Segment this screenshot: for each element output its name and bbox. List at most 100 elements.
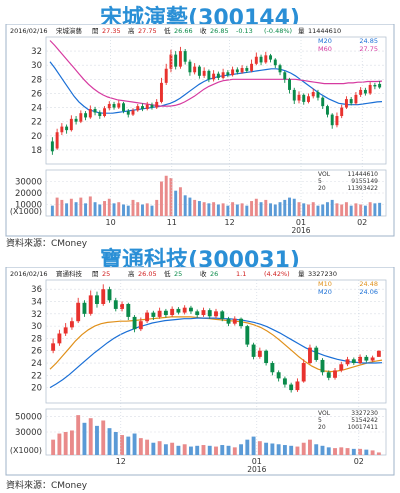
- volume-unit-label: (X1000): [10, 446, 42, 455]
- ma-legend-value: 24.06: [359, 288, 378, 296]
- candle-body: [259, 56, 263, 63]
- candle-body: [282, 378, 287, 385]
- candle-body: [84, 113, 88, 118]
- candle-body: [182, 307, 187, 313]
- month-label: 11: [167, 218, 177, 227]
- candle-body: [325, 106, 329, 115]
- vol-legend-value: 3327230: [351, 410, 378, 417]
- price-tick-label: 24: [31, 104, 42, 114]
- price-tick-label: 36: [31, 285, 42, 295]
- volume-bar: [325, 202, 329, 216]
- volume-bar: [197, 201, 201, 216]
- volume-bar: [150, 205, 154, 216]
- volume-bar: [176, 445, 181, 455]
- candle-body: [174, 54, 178, 67]
- volume-bar: [174, 190, 178, 216]
- candle-body: [150, 104, 154, 108]
- volume-bar: [221, 203, 225, 216]
- ma-legend-value: 27.75: [359, 45, 378, 53]
- info-high: 26.05: [138, 270, 157, 278]
- candle-body: [57, 333, 62, 344]
- candle-body: [88, 295, 93, 314]
- candle-body: [245, 68, 249, 71]
- info-name: 寶通科技: [56, 269, 83, 278]
- candle-body: [363, 89, 367, 94]
- price-tick-label: 30: [31, 322, 42, 332]
- candle-body: [163, 310, 168, 316]
- candle-body: [132, 316, 137, 330]
- candle-body: [207, 70, 211, 80]
- volume-bar: [101, 420, 106, 455]
- volume-bar: [131, 199, 135, 216]
- volume-bar: [170, 442, 175, 455]
- candle-body: [107, 289, 112, 301]
- candle-body: [113, 300, 118, 309]
- volume-bar: [63, 432, 68, 455]
- candle-body: [195, 311, 200, 316]
- candle-body: [120, 303, 124, 309]
- volume-bar: [103, 201, 107, 216]
- vol-legend-name: 5: [318, 178, 322, 185]
- volume-bar: [164, 175, 168, 216]
- candle-body: [316, 92, 320, 98]
- volume-bar: [264, 442, 269, 455]
- candle-body: [251, 344, 256, 357]
- candle-body: [76, 302, 81, 322]
- candle-body: [321, 97, 325, 107]
- volume-bar: [82, 422, 87, 455]
- info-high-label: 高: [128, 26, 135, 35]
- price-tick-label: 18: [31, 146, 42, 156]
- volume-bar: [122, 204, 125, 216]
- info-date: 2016/02/16: [10, 270, 47, 278]
- volume-tick-label: 10000: [15, 201, 42, 211]
- candle-body: [51, 343, 56, 351]
- volume-bar: [339, 447, 344, 455]
- candle-body: [302, 94, 306, 102]
- candle-body: [155, 101, 159, 108]
- candle-body: [373, 84, 377, 87]
- candle-body: [178, 51, 182, 67]
- candle-body: [50, 141, 54, 152]
- info-close-label: 收: [200, 26, 207, 35]
- price-tick-label: 26: [31, 347, 42, 357]
- vol-legend-name: 20: [318, 424, 326, 431]
- price-tick-label: 22: [31, 371, 42, 381]
- stock-chart-1: 2016/02/16 宋城演藝開 27.35 高 27.75 低 26.66 收 26.85 -0…: [5, 24, 395, 237]
- candle-body: [82, 302, 87, 314]
- info-vol-label: 量: [298, 270, 305, 278]
- candle-body: [88, 108, 92, 118]
- candle-body: [63, 327, 68, 334]
- volume-bar: [368, 202, 372, 216]
- volume-bar: [207, 445, 212, 455]
- info-close: 26.85: [210, 27, 229, 35]
- volume-bar: [76, 415, 81, 455]
- info-low: 25: [174, 270, 182, 278]
- info-vol: 3327230: [308, 270, 337, 278]
- volume-bar: [126, 436, 131, 455]
- candle-body: [189, 307, 193, 312]
- volume-bar: [226, 205, 230, 216]
- volume-bar: [335, 203, 339, 216]
- price-tick-label: 32: [31, 310, 42, 320]
- candle-body: [197, 66, 201, 76]
- candle-body: [339, 364, 344, 371]
- volume-tick-label: 30000: [15, 428, 42, 438]
- candle-body: [93, 108, 97, 113]
- candle-body: [250, 63, 254, 71]
- volume-bar: [117, 202, 121, 216]
- candle-body: [107, 104, 111, 109]
- candle-body: [288, 79, 291, 90]
- candle-body: [240, 68, 244, 73]
- volume-bar: [349, 205, 353, 216]
- volume-bar: [251, 436, 256, 455]
- volume-bar: [145, 439, 150, 455]
- candle-body: [112, 104, 116, 108]
- volume-bar: [163, 444, 168, 455]
- candle-body: [226, 72, 230, 76]
- candle-body: [239, 318, 243, 327]
- volume-bar: [69, 430, 74, 455]
- candle-body: [297, 94, 301, 101]
- volume-bar: [282, 445, 287, 455]
- year-label: 2016: [291, 226, 310, 235]
- volume-bar: [169, 178, 173, 216]
